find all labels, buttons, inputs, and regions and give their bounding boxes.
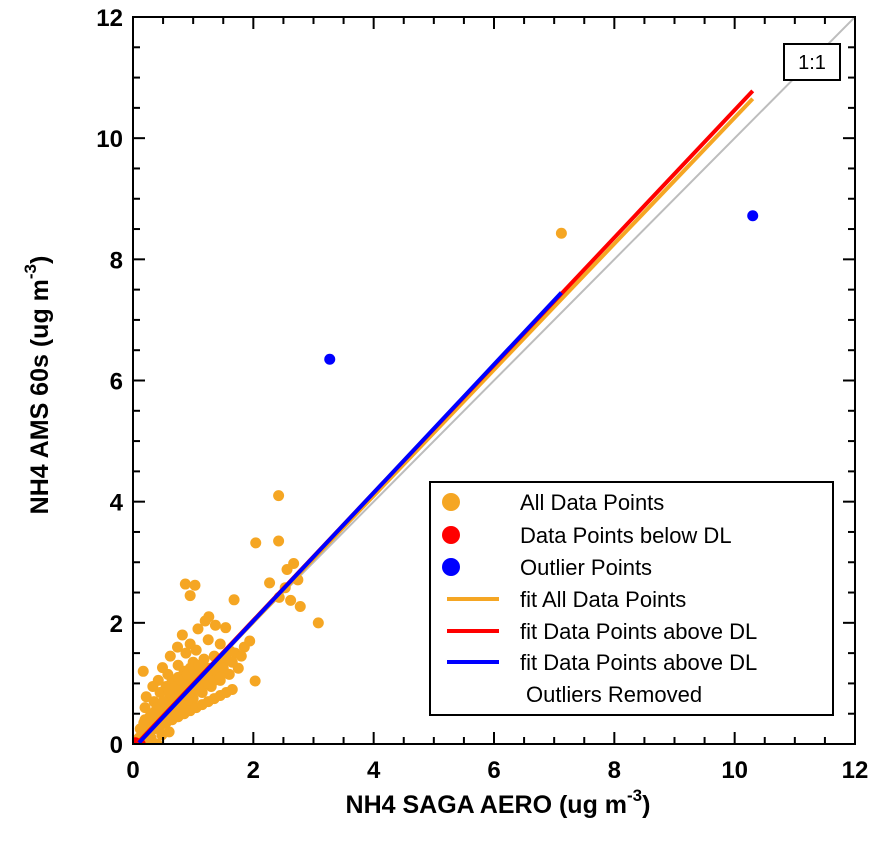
y-tick-label: 0 <box>110 732 123 759</box>
data-point-series-0 <box>226 656 238 668</box>
data-point-series-0 <box>217 662 229 674</box>
legend-marker-all-data <box>442 493 460 511</box>
axis-tick-labels: 0 2 4 6 8 10 12 0 2 4 6 8 10 12 <box>96 5 868 784</box>
data-point-series-0 <box>281 564 293 576</box>
y-axis-title-main: NH4 AMS 60s (ug m <box>26 279 54 514</box>
data-point-series-0 <box>172 641 184 653</box>
x-tick-label: 2 <box>247 757 260 784</box>
x-axis-title: NH4 SAGA AERO (ug m-3) <box>346 786 651 819</box>
data-point-series-0 <box>137 665 149 677</box>
data-point-series-0 <box>193 659 205 671</box>
legend-label-fit-outliers-removed: fit Data Points above DL <box>520 650 757 675</box>
legend-marker-outliers <box>442 558 460 576</box>
fit-lines-layer <box>136 89 755 744</box>
legend-label-outliers: Outlier Points <box>520 555 652 580</box>
data-point-series-2 <box>747 210 759 222</box>
data-point-series-0 <box>176 629 188 641</box>
axis-ticks <box>132 16 856 745</box>
legend-label-below-dl: Data Points below DL <box>520 523 732 548</box>
data-point-series-0 <box>250 537 262 549</box>
data-point-series-0 <box>189 579 201 591</box>
data-point-series-0 <box>294 600 306 612</box>
data-point-series-0 <box>555 227 567 239</box>
x-tick-label: 6 <box>487 757 500 784</box>
ref-line-label-box: 1:1 <box>783 43 841 81</box>
data-point-series-0 <box>285 594 297 606</box>
data-point-series-0 <box>264 577 276 589</box>
y-axis-title: NH4 AMS 60s (ug m-3) <box>21 256 54 515</box>
data-point-series-2 <box>324 353 336 365</box>
x-tick-label: 8 <box>608 757 621 784</box>
y-axis-title-suffix: ) <box>26 256 54 264</box>
x-tick-label: 10 <box>721 757 748 784</box>
y-tick-label: 4 <box>110 490 124 517</box>
x-axis-title-superscript: -3 <box>627 786 642 805</box>
data-point-series-0 <box>147 680 159 692</box>
y-tick-label: 8 <box>110 247 123 274</box>
data-point-series-0 <box>226 683 238 695</box>
data-point-series-0 <box>180 647 192 659</box>
data-point-series-0 <box>209 619 221 631</box>
legend-label-fit-outliers-removed-line2: Outliers Removed <box>526 682 702 707</box>
x-axis-title-suffix: ) <box>642 791 650 819</box>
data-point-series-0 <box>157 696 169 708</box>
x-tick-label: 12 <box>842 757 869 784</box>
data-point-series-0 <box>228 594 240 606</box>
legend: All Data Points Data Points below DL Out… <box>429 481 834 716</box>
y-tick-label: 2 <box>110 611 123 638</box>
data-point-series-0 <box>199 615 211 627</box>
data-point-series-0 <box>249 675 261 687</box>
data-point-series-0 <box>190 644 202 656</box>
data-point-series-0 <box>192 623 204 635</box>
legend-label-all-data: All Data Points <box>520 490 664 515</box>
legend-label-fit-above-dl: fit Data Points above DL <box>520 619 757 644</box>
ref-line-label: 1:1 <box>798 52 826 74</box>
x-tick-label: 4 <box>367 757 381 784</box>
data-point-series-0 <box>202 634 214 646</box>
data-point-series-0 <box>235 650 247 662</box>
x-axis-title-main: NH4 SAGA AERO (ug m <box>346 791 628 819</box>
legend-label-fit-all: fit All Data Points <box>520 587 686 612</box>
data-point-series-0 <box>273 490 285 502</box>
y-tick-label: 12 <box>96 5 123 32</box>
fit-line-series-5 <box>137 291 563 744</box>
data-point-series-0 <box>156 729 168 741</box>
data-point-series-0 <box>312 617 324 629</box>
data-point-series-0 <box>164 650 176 662</box>
data-point-series-0 <box>273 535 285 547</box>
y-tick-label: 6 <box>110 369 123 396</box>
data-point-series-0 <box>244 635 256 647</box>
data-point-series-0 <box>214 671 226 683</box>
x-tick-label: 0 <box>126 757 139 784</box>
data-point-series-0 <box>134 723 146 735</box>
y-axis-title-superscript: -3 <box>21 264 40 279</box>
y-tick-label: 10 <box>96 126 123 153</box>
data-point-series-0 <box>179 578 191 590</box>
data-point-series-0 <box>184 590 196 602</box>
legend-marker-below-dl <box>442 526 460 544</box>
data-point-series-0 <box>214 638 226 650</box>
data-point-series-0 <box>220 622 232 634</box>
